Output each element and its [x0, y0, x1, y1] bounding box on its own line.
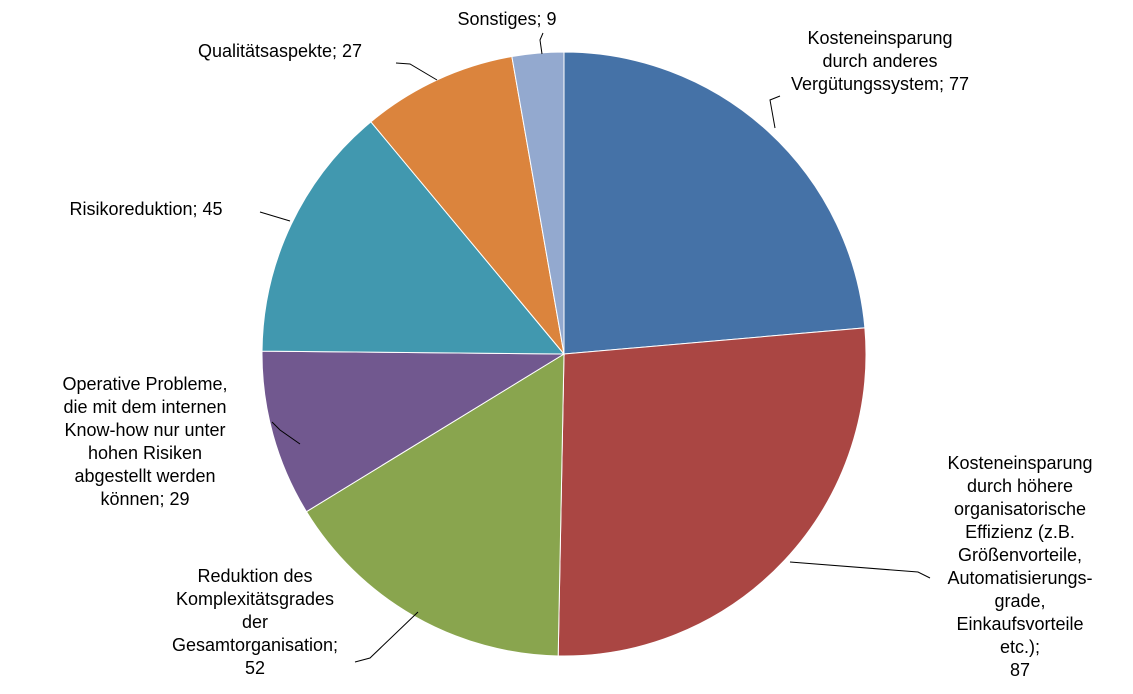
category-label: Kosteneinsparung durch anderes Vergütung…: [790, 28, 953, 94]
leader-line: [259, 211, 291, 222]
value-label: ; 87: [1009, 637, 1041, 680]
leader-line: [271, 421, 301, 445]
pie-slice: [511, 51, 565, 355]
value-label: ; 77: [939, 74, 970, 94]
category-label: Kosteneinsparung durch höhere organisato…: [947, 453, 1093, 657]
leader-line: [789, 561, 931, 579]
leader-line: [769, 95, 781, 129]
pie-slice: [563, 51, 866, 355]
category-label: Risikoreduktion: [69, 199, 193, 219]
data-label: Kosteneinsparung durch anderes Vergütung…: [791, 27, 969, 96]
pie-slice: [261, 350, 566, 513]
leader-line: [395, 62, 438, 81]
value-label: ; 29: [159, 489, 190, 509]
data-label: Kosteneinsparung durch höhere organisato…: [947, 452, 1092, 682]
category-label: Qualitätsaspekte: [197, 41, 333, 61]
category-label: Reduktion des Komplexitätsgrades der Ges…: [171, 566, 335, 655]
data-label: Sonstiges; 9: [457, 8, 556, 31]
category-label: Sonstiges: [457, 9, 537, 29]
value-label: ; 52: [244, 635, 339, 678]
data-label: Operative Probleme, die mit dem internen…: [62, 373, 227, 511]
pie-slice: [370, 55, 565, 356]
value-label: ; 9: [536, 9, 557, 29]
value-label: ; 45: [192, 199, 223, 219]
data-label: Qualitätsaspekte; 27: [198, 40, 362, 63]
leader-line: [539, 32, 544, 55]
leader-line: [354, 611, 419, 663]
data-label: Risikoreduktion; 45: [69, 198, 222, 221]
pie-slice: [557, 327, 867, 657]
data-label: Reduktion des Komplexitätsgrades der Ges…: [172, 565, 338, 680]
category-label: Operative Probleme, die mit dem internen…: [62, 374, 228, 509]
value-label: ; 27: [332, 41, 363, 61]
pie-slice: [261, 121, 566, 355]
